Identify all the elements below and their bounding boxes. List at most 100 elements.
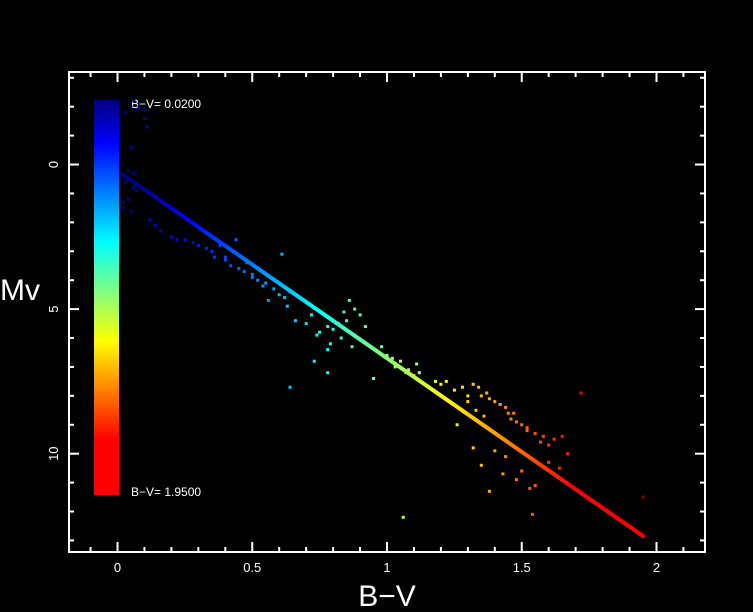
plot-frame <box>68 71 706 553</box>
data-point <box>415 362 419 366</box>
data-point <box>504 405 508 409</box>
data-point <box>266 298 270 302</box>
data-point <box>385 353 389 357</box>
data-point <box>318 330 322 334</box>
data-point <box>487 489 491 493</box>
data-point <box>143 116 146 120</box>
data-point <box>143 108 146 112</box>
data-point <box>455 423 459 427</box>
data-point <box>512 411 516 415</box>
data-point <box>525 426 529 430</box>
data-point <box>121 200 125 204</box>
data-point <box>552 437 556 441</box>
data-point <box>501 472 505 476</box>
data-point <box>504 455 508 459</box>
data-point <box>434 379 437 383</box>
data-point <box>283 296 287 299</box>
data-point <box>358 313 362 317</box>
data-point <box>471 446 475 450</box>
data-point <box>218 244 222 247</box>
data-point <box>514 478 518 482</box>
data-point <box>183 238 187 242</box>
data-point <box>363 325 367 328</box>
data-point <box>132 171 136 175</box>
data-point <box>579 391 583 395</box>
data-point <box>210 249 214 253</box>
data-point <box>412 374 416 378</box>
y-tick-label: 0 <box>46 161 61 168</box>
data-point <box>474 408 478 412</box>
data-point <box>293 319 297 323</box>
data-point <box>237 267 241 271</box>
data-point <box>326 325 330 328</box>
data-point <box>498 403 502 406</box>
data-point <box>390 356 394 360</box>
y-tick-label: 10 <box>46 446 61 460</box>
data-point <box>506 411 510 415</box>
data-point <box>159 229 163 233</box>
data-point <box>514 420 518 424</box>
data-point <box>337 322 340 326</box>
data-point <box>547 460 551 464</box>
data-points <box>121 99 645 519</box>
data-point <box>372 377 375 380</box>
data-point <box>444 379 448 383</box>
data-point <box>285 304 289 308</box>
data-point <box>471 382 475 386</box>
x-axis-label: B−V <box>358 580 416 612</box>
data-point <box>641 495 645 499</box>
data-point <box>223 255 227 259</box>
colorbar <box>94 100 119 495</box>
data-point <box>134 189 138 193</box>
data-point <box>452 388 456 392</box>
data-point <box>148 218 152 221</box>
data-point <box>350 345 354 349</box>
y-tick-label: 5 <box>46 305 61 312</box>
data-point <box>304 322 308 326</box>
y-tick-labels: 0 5 10 <box>46 161 61 461</box>
colorbar-max-label: B−V= 1.9500 <box>131 485 201 499</box>
data-point <box>417 371 421 375</box>
data-point <box>393 365 397 369</box>
data-point <box>541 434 545 438</box>
data-point <box>479 394 483 398</box>
data-point <box>196 244 200 247</box>
data-point <box>539 440 543 444</box>
data-point <box>558 466 561 470</box>
data-point <box>126 177 130 181</box>
data-point <box>288 290 292 294</box>
data-point <box>204 246 208 250</box>
data-point <box>124 111 128 114</box>
data-point <box>126 197 130 201</box>
data-point <box>407 368 411 372</box>
data-point <box>272 287 276 291</box>
data-point <box>326 348 330 352</box>
data-point <box>479 463 483 467</box>
data-point <box>487 397 491 401</box>
data-point <box>509 417 513 421</box>
data-point <box>439 382 443 386</box>
data-point <box>250 272 254 276</box>
axis-ticks <box>69 72 705 552</box>
data-point <box>566 452 570 456</box>
data-point <box>175 238 179 242</box>
data-point <box>466 400 470 404</box>
data-point <box>191 241 195 245</box>
data-point <box>404 371 408 375</box>
x-tick-label: 1.5 <box>513 560 531 575</box>
data-point <box>401 515 405 519</box>
data-point <box>280 252 284 256</box>
data-point <box>520 469 524 473</box>
data-point <box>242 270 246 273</box>
data-point <box>326 371 330 375</box>
data-point <box>380 345 384 349</box>
data-point <box>331 327 335 331</box>
data-point <box>531 512 534 516</box>
x-tick-labels: 0 0.5 1 1.5 2 <box>114 560 660 575</box>
data-point <box>520 423 524 427</box>
data-point <box>485 391 489 395</box>
data-point <box>477 385 481 389</box>
data-point <box>126 168 130 172</box>
data-point <box>466 394 470 398</box>
